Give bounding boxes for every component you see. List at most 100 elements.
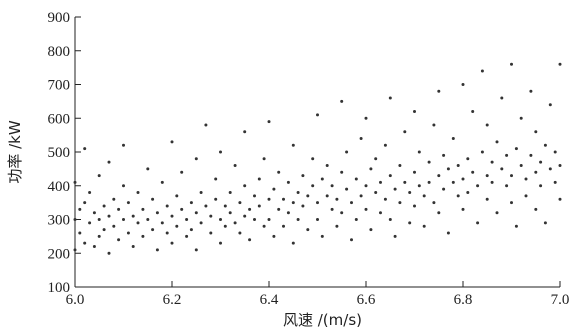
scatter-point: [379, 180, 382, 184]
scatter-point: [403, 180, 407, 184]
scatter-point: [199, 191, 203, 194]
scatter-point: [325, 194, 329, 198]
scatter-point: [204, 123, 208, 127]
scatter-point: [350, 201, 353, 205]
scatter-point: [471, 170, 475, 174]
x-axis-label: 风速 /(m/s): [283, 311, 362, 329]
scatter-point: [369, 167, 373, 171]
scatter-point: [364, 207, 368, 211]
scatter-point: [136, 191, 140, 194]
scatter-point: [277, 207, 281, 211]
scatter-point: [495, 211, 499, 215]
scatter-point: [107, 214, 111, 218]
scatter-point: [88, 221, 92, 225]
scatter-point: [456, 194, 460, 198]
scatter-point: [505, 153, 509, 157]
scatter-point: [83, 241, 87, 245]
scatter-point: [204, 204, 208, 208]
scatter-point: [209, 214, 213, 218]
scatter-point: [185, 218, 189, 221]
scatter-point: [553, 150, 557, 154]
scatter-point: [403, 130, 407, 134]
scatter-point: [500, 96, 504, 100]
scatter-point: [558, 62, 562, 66]
scatter-point: [185, 234, 189, 238]
scatter-point: [320, 234, 324, 238]
scatter-point: [151, 228, 155, 232]
scatter-point: [340, 99, 344, 103]
scatter-point: [345, 150, 349, 154]
scatter-point: [437, 211, 441, 215]
scatter-point: [461, 207, 465, 211]
scatter-point: [78, 231, 82, 235]
scatter-point: [155, 248, 159, 252]
scatter-point: [446, 167, 450, 171]
scatter-point: [301, 204, 305, 208]
x-tick-label: 6.6: [357, 292, 376, 308]
scatter-point: [316, 201, 319, 205]
scatter-point: [325, 164, 329, 167]
scatter-point: [291, 201, 295, 205]
scatter-point: [170, 140, 174, 144]
scatter-point: [383, 143, 387, 147]
scatter-point: [485, 174, 489, 178]
scatter-point: [189, 201, 193, 205]
scatter-point: [480, 69, 484, 73]
scatter-point: [189, 228, 193, 232]
scatter-point: [175, 224, 179, 228]
scatter-point: [73, 218, 77, 221]
scatter-point: [180, 207, 184, 211]
scatter-point: [408, 191, 412, 194]
scatter-point: [359, 194, 363, 198]
scatter-point: [330, 184, 334, 188]
scatter-point: [306, 228, 310, 232]
scatter-point: [330, 207, 334, 211]
scatter-point: [83, 201, 87, 205]
scatter-point: [141, 234, 145, 238]
scatter-point: [471, 110, 475, 113]
scatter-point: [146, 218, 150, 221]
scatter-point: [485, 123, 489, 127]
scatter-point: [451, 137, 455, 140]
scatter-point: [519, 164, 523, 167]
scatter-point: [442, 187, 446, 191]
scatter-point: [427, 180, 431, 184]
scatter-point: [558, 164, 562, 167]
scatter-point: [282, 224, 285, 228]
scatter-point: [253, 194, 256, 198]
scatter-point: [354, 177, 358, 181]
y-tick-label: 700: [48, 78, 71, 94]
scatter-point: [505, 184, 509, 188]
scatter-point: [97, 174, 101, 178]
scatter-point: [170, 214, 174, 218]
scatter-point: [432, 123, 436, 127]
scatter-point: [383, 197, 387, 201]
scatter-point: [102, 228, 106, 232]
scatter-point: [170, 241, 174, 245]
scatter-point: [442, 153, 446, 157]
scatter-point: [514, 147, 518, 151]
scatter-point: [539, 160, 543, 164]
scatter-point: [175, 194, 179, 198]
scatter-point: [374, 191, 378, 194]
scatter-point: [364, 116, 368, 120]
scatter-point: [422, 224, 426, 228]
scatter-point: [490, 180, 494, 184]
scatter-point: [141, 207, 145, 211]
scatter-point: [248, 238, 252, 242]
scatter-point: [316, 218, 319, 221]
scatter-point: [194, 157, 198, 161]
scatter-point: [253, 218, 256, 221]
scatter-point: [238, 231, 242, 235]
scatter-point: [354, 218, 358, 221]
scatter-point: [422, 194, 426, 198]
scatter-point: [301, 174, 305, 178]
scatter-point: [393, 234, 397, 238]
scatter-point: [316, 113, 319, 117]
scatter-point: [199, 221, 203, 225]
x-axis-ticks: 6.0 6.2 6.4 6.6 6.8 7.0: [66, 281, 569, 308]
scatter-point: [296, 218, 300, 221]
scatter-point: [112, 197, 116, 201]
scatter-point: [408, 221, 412, 225]
scatter-point: [485, 197, 489, 201]
